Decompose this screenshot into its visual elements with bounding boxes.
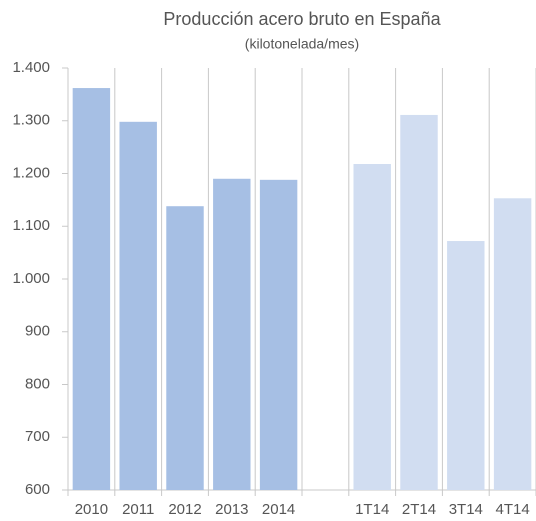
x-tick-label: 2014	[262, 501, 295, 518]
x-tick-label: 2012	[168, 501, 201, 518]
y-tick-label: 1.100	[12, 217, 50, 234]
bar	[119, 121, 157, 491]
y-tick-label: 1.400	[12, 59, 50, 76]
x-tick-label: 2013	[215, 501, 248, 518]
bar	[493, 198, 532, 491]
y-tick-label: 1.000	[12, 270, 50, 287]
y-tick-label: 800	[25, 375, 50, 392]
x-tick-label: 2010	[75, 501, 108, 518]
y-tick-label: 600	[25, 481, 50, 498]
bar	[72, 88, 111, 491]
chart-title: Producción acero bruto en España	[163, 9, 441, 29]
chart-subtitle: (kilotonelada/mes)	[245, 36, 359, 52]
bar	[400, 114, 438, 490]
bar	[166, 206, 204, 490]
y-tick-label: 1.300	[12, 112, 50, 129]
x-tick-label: 1T14	[355, 501, 389, 518]
bar	[213, 178, 251, 490]
x-tick-label: 3T14	[449, 501, 483, 518]
bar	[259, 179, 298, 490]
bar	[353, 164, 391, 490]
bar	[447, 241, 485, 490]
x-tick-label: 4T14	[495, 501, 529, 518]
x-tick-label: 2T14	[402, 501, 436, 518]
y-tick-label: 700	[25, 428, 50, 445]
y-tick-label: 900	[25, 323, 50, 340]
x-tick-label: 2011	[122, 501, 154, 518]
y-tick-label: 1.200	[12, 164, 50, 181]
